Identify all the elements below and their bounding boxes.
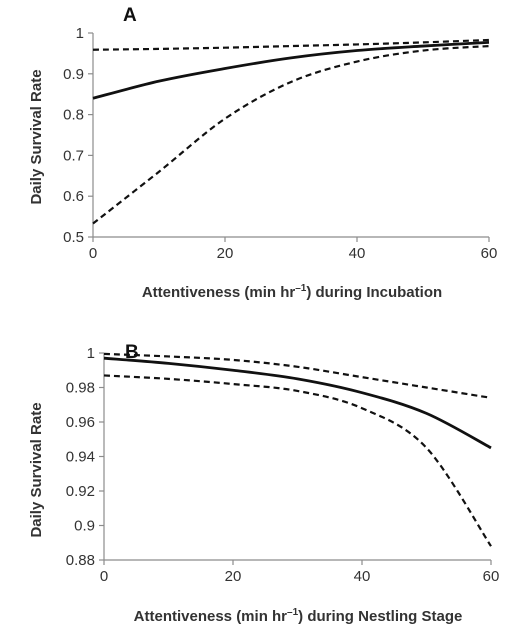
panel-letter: B <box>125 342 139 363</box>
panel-letter: A <box>123 5 137 26</box>
x-tick-label: 40 <box>349 245 366 262</box>
y-tick-label: 0.9 <box>74 518 95 535</box>
confidence-limit-line <box>103 352 492 399</box>
panel-a: A Daily Survival Rate Attentiveness (min… <box>28 5 497 301</box>
x-tick-label: 0 <box>100 568 108 585</box>
x-tick-label: 40 <box>354 568 371 585</box>
y-tick-label: 0.98 <box>66 380 95 397</box>
x-axis-title: Attentiveness (min hr–1) during Nestling… <box>134 607 463 625</box>
y-tick-label: 0.96 <box>66 414 95 431</box>
x-tick-label: 60 <box>481 245 498 262</box>
y-axis-title: Daily Survival Rate <box>28 402 45 537</box>
x-axis-title-superscript: –1 <box>287 607 299 618</box>
y-tick-label: 0.92 <box>66 483 95 500</box>
y-tick-label: 1 <box>76 25 84 42</box>
y-tick-label: 0.5 <box>63 229 84 246</box>
x-tick-label: 0 <box>89 245 97 262</box>
confidence-limit-line <box>92 44 490 225</box>
panel-b: B Daily Survival Rate Attentiveness (min… <box>28 342 499 625</box>
y-tick-label: 0.6 <box>63 188 84 205</box>
y-tick-label: 0.8 <box>63 107 84 124</box>
y-tick-label: 0.7 <box>63 147 84 164</box>
confidence-limit-line <box>103 374 492 547</box>
x-axis-title-superscript: –1 <box>295 283 307 294</box>
x-tick-label: 20 <box>225 568 242 585</box>
estimate-line <box>92 40 490 100</box>
x-axis-title: Attentiveness (min hr–1) during Incubati… <box>142 283 442 301</box>
y-axis-title: Daily Survival Rate <box>28 69 45 204</box>
y-tick-label: 0.9 <box>63 66 84 83</box>
estimate-line <box>103 356 492 450</box>
x-tick-label: 60 <box>483 568 500 585</box>
confidence-limit-line <box>92 38 490 51</box>
x-tick-label: 20 <box>217 245 234 262</box>
y-tick-label: 1 <box>87 345 95 362</box>
y-tick-label: 0.88 <box>66 552 95 569</box>
y-tick-label: 0.94 <box>66 449 95 466</box>
